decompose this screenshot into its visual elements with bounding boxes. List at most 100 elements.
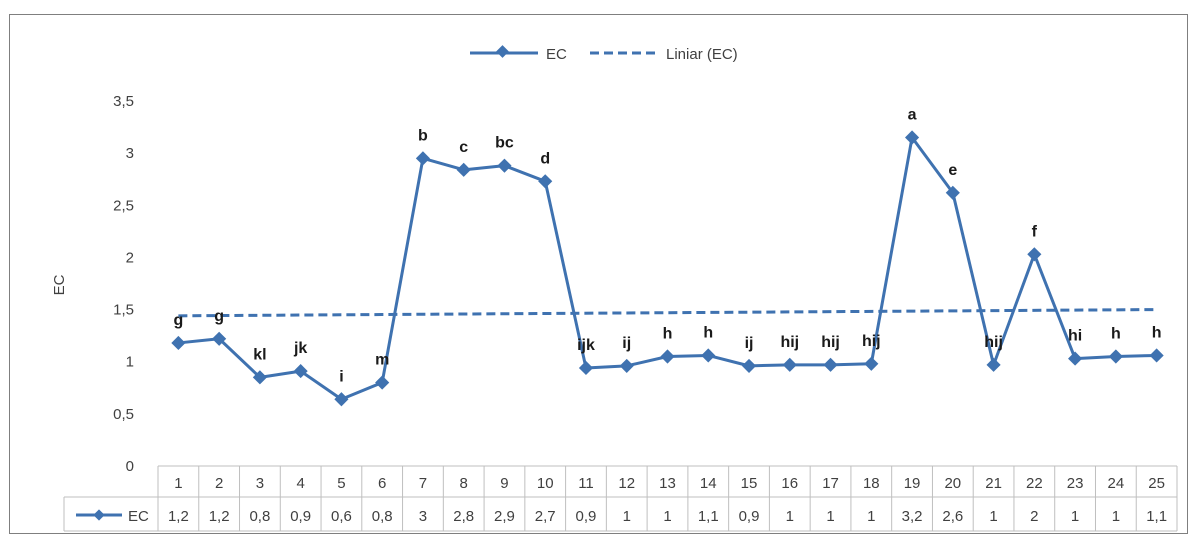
- point-label: bc: [495, 135, 514, 152]
- point-label: ij: [745, 335, 754, 352]
- table-value-cell: 1,2: [209, 508, 230, 525]
- table-value-cell: 1: [1112, 508, 1120, 525]
- x-category-label: 6: [378, 475, 386, 492]
- y-tick-label: 0,5: [113, 406, 134, 423]
- x-category-label: 14: [700, 475, 717, 492]
- legend-ec-marker: [496, 45, 509, 58]
- x-category-label: 2: [215, 475, 223, 492]
- x-category-label: 24: [1108, 475, 1125, 492]
- point-label: g: [214, 308, 224, 325]
- point-label: h: [663, 326, 673, 343]
- y-tick-label: 2: [126, 249, 134, 266]
- table-value-cell: 2,6: [942, 508, 963, 525]
- x-category-label: 16: [781, 475, 798, 492]
- x-category-label: 25: [1148, 475, 1165, 492]
- table-value-cell: 1,1: [1146, 508, 1167, 525]
- data-point-marker: [986, 357, 1001, 372]
- x-category-label: 11: [578, 475, 594, 492]
- point-label: h: [1152, 324, 1162, 341]
- table-value-cell: 1: [1071, 508, 1079, 525]
- data-point-marker: [252, 370, 267, 385]
- table-value-cell: 2: [1030, 508, 1038, 525]
- data-point-marker: [741, 358, 757, 373]
- table-value-cell: 1: [989, 508, 997, 525]
- data-point-marker: [864, 356, 879, 371]
- table-value-cell: 2,7: [535, 508, 556, 525]
- point-label: ij: [622, 335, 631, 352]
- x-category-label: 3: [256, 475, 264, 492]
- y-axis-title: EC: [51, 274, 68, 295]
- data-table: EC 1 1,2 2 1,2 3 0,8 4 0,9 5 0,6 6 0,8 7 3 8 2,8 9 2,9 10 2,…: [63, 465, 1178, 532]
- x-category-label: 12: [618, 475, 635, 492]
- point-label: m: [375, 352, 389, 369]
- table-value-cell: 3,2: [902, 508, 923, 525]
- table-value-cell: 0,9: [739, 508, 760, 525]
- point-label: hij: [862, 333, 881, 350]
- data-point-marker: [904, 130, 920, 145]
- point-label: h: [1111, 326, 1121, 343]
- table-value-cell: 0,9: [290, 508, 311, 525]
- table-value-cell: 0,9: [576, 508, 597, 525]
- data-point-marker: [1027, 247, 1042, 262]
- table-value-cell: 1: [623, 508, 631, 525]
- trendline-group: [178, 308, 1157, 318]
- data-point-marker: [212, 331, 227, 346]
- data-point-marker: [1068, 351, 1083, 366]
- data-point-marker: [701, 348, 716, 363]
- point-label: jk: [293, 340, 307, 357]
- data-point-marker: [823, 357, 838, 372]
- x-category-label: 4: [296, 475, 304, 492]
- y-tick-label: 0: [126, 458, 134, 475]
- y-tick-label: 1: [126, 354, 134, 371]
- point-label: ijk: [577, 337, 595, 354]
- x-category-label: 23: [1067, 475, 1084, 492]
- x-category-label: 19: [904, 475, 921, 492]
- data-point-marker: [782, 357, 797, 372]
- y-tick-label: 2,5: [113, 197, 134, 214]
- x-category-label: 17: [822, 475, 839, 492]
- series-group: [171, 130, 1164, 407]
- point-label: b: [418, 127, 428, 144]
- x-category-label: 13: [659, 475, 676, 492]
- point-label: hi: [1068, 328, 1082, 345]
- x-category-label: 5: [337, 475, 345, 492]
- chart-frame: [9, 14, 1188, 534]
- point-label: g: [173, 312, 183, 329]
- x-category-label: 22: [1026, 475, 1043, 492]
- point-label: e: [948, 162, 957, 179]
- data-point-marker: [538, 174, 553, 189]
- x-category-label: 9: [500, 475, 508, 492]
- data-point-marker: [619, 358, 634, 373]
- legend-ec-label: EC: [546, 46, 567, 63]
- table-series-name: EC: [128, 508, 149, 525]
- y-tick-label: 3: [126, 145, 134, 162]
- data-point-marker: [293, 364, 308, 379]
- table-value-cell: 2,9: [494, 508, 515, 525]
- x-category-label: 15: [741, 475, 758, 492]
- table-value-cell: 1: [867, 508, 875, 525]
- data-point-marker: [660, 349, 675, 364]
- x-category-label: 10: [537, 475, 554, 492]
- table-value-cell: 3: [419, 508, 427, 525]
- table-value-cell: 1,1: [698, 508, 719, 525]
- x-category-label: 8: [460, 475, 468, 492]
- point-label: hij: [984, 334, 1003, 351]
- x-category-label: 1: [174, 475, 182, 492]
- legend-trend-label: Liniar (EC): [666, 46, 738, 63]
- table-value-cell: 1: [826, 508, 834, 525]
- point-label: kl: [253, 346, 266, 363]
- x-category-label: 20: [944, 475, 961, 492]
- y-tick-label: 1,5: [113, 302, 134, 319]
- data-point-marker: [375, 375, 390, 390]
- point-label: hij: [821, 334, 840, 351]
- x-category-label: 7: [419, 475, 427, 492]
- table-value-cell: 0,6: [331, 508, 352, 525]
- table-value-cell: 1: [786, 508, 794, 525]
- point-label: i: [339, 368, 343, 385]
- table-value-cell: 0,8: [372, 508, 393, 525]
- table-value-cell: 0,8: [249, 508, 270, 525]
- data-point-marker: [456, 162, 471, 177]
